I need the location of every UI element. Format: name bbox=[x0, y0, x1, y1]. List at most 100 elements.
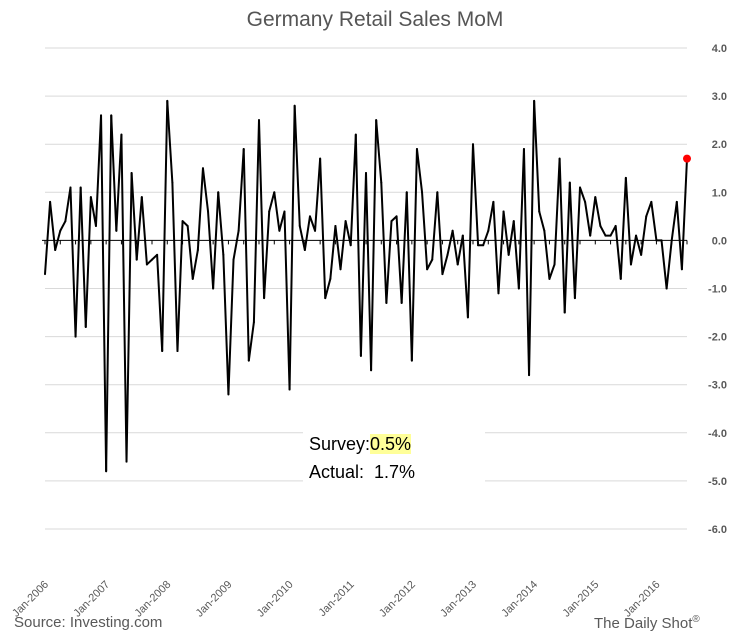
series-segment bbox=[579, 186, 587, 203]
series-segment bbox=[497, 210, 505, 295]
series-segment bbox=[380, 181, 388, 304]
series-segment bbox=[426, 258, 434, 271]
series-segment bbox=[227, 258, 235, 396]
series-segment bbox=[171, 181, 179, 353]
series-segment bbox=[140, 196, 148, 266]
y-tick-label: -5.0 bbox=[708, 476, 727, 488]
series-segment bbox=[94, 114, 103, 227]
series-segment bbox=[252, 119, 260, 324]
series-segment bbox=[670, 200, 678, 242]
series-segment bbox=[553, 157, 561, 266]
series-segment bbox=[365, 172, 373, 372]
series-segment bbox=[89, 196, 97, 227]
series-segment bbox=[461, 234, 469, 319]
series-segment bbox=[680, 157, 688, 271]
series-segment bbox=[339, 220, 347, 271]
series-segment bbox=[629, 234, 638, 266]
series-segment bbox=[54, 229, 62, 252]
series-segment bbox=[599, 224, 607, 237]
series-segment bbox=[543, 229, 551, 280]
series-segment bbox=[110, 114, 118, 232]
series-segment bbox=[329, 224, 337, 280]
actual-label: Actual: bbox=[309, 462, 365, 482]
series-segment bbox=[298, 224, 306, 252]
series-segment bbox=[105, 114, 113, 473]
series-lines bbox=[44, 99, 688, 473]
x-tick-marks bbox=[44, 240, 688, 245]
series-segment bbox=[191, 249, 199, 280]
x-tick-label: Jan-2013 bbox=[438, 579, 479, 620]
series-segment bbox=[314, 157, 322, 232]
survey-label: Survey: bbox=[309, 434, 371, 454]
survey-value: 0.5% bbox=[370, 434, 412, 454]
series-segment bbox=[466, 143, 474, 319]
series-segment bbox=[451, 229, 459, 266]
series-segment bbox=[186, 224, 194, 280]
series-points bbox=[683, 154, 691, 163]
series-segment bbox=[487, 200, 495, 232]
series-segment bbox=[145, 258, 153, 266]
source-note: Source: Investing.com bbox=[14, 614, 163, 631]
series-segment bbox=[492, 200, 500, 295]
y-tick-label: 0.0 bbox=[712, 235, 727, 247]
series-segment bbox=[349, 133, 357, 247]
series-segment bbox=[283, 210, 291, 391]
series-segment bbox=[196, 167, 204, 252]
brand-name: The Daily Shot bbox=[594, 615, 693, 632]
series-segment bbox=[624, 176, 632, 266]
series-segment bbox=[135, 196, 143, 261]
y-tick-label: 3.0 bbox=[712, 91, 727, 103]
series-segment bbox=[354, 133, 362, 357]
series-segment bbox=[334, 224, 342, 271]
y-tick-label: -6.0 bbox=[708, 524, 727, 536]
series-segment bbox=[324, 277, 332, 300]
series-segment bbox=[675, 200, 683, 271]
series-segment bbox=[650, 200, 658, 242]
series-segment bbox=[64, 186, 72, 223]
x-tick-label: Jan-2009 bbox=[194, 579, 235, 620]
series-segment bbox=[125, 172, 133, 463]
series-segment bbox=[201, 167, 210, 213]
series-segment bbox=[273, 191, 281, 232]
series-segment bbox=[405, 191, 413, 362]
series-segment bbox=[573, 186, 581, 300]
series-segment bbox=[507, 220, 515, 256]
y-tick-label: -3.0 bbox=[708, 380, 727, 392]
series-segment bbox=[502, 210, 510, 256]
series-segment bbox=[59, 220, 67, 232]
series-segment bbox=[415, 148, 424, 194]
series-segment bbox=[589, 196, 597, 237]
y-tick-label: 4.0 bbox=[712, 43, 727, 55]
series-segment bbox=[130, 172, 138, 261]
series-segment bbox=[375, 119, 383, 184]
series-segment bbox=[370, 119, 378, 372]
series-segment bbox=[568, 181, 576, 300]
series-segment bbox=[594, 196, 602, 227]
x-tick-label: Jan-2014 bbox=[499, 579, 540, 620]
series-segment bbox=[584, 200, 592, 237]
series-segment bbox=[74, 186, 82, 338]
series-segment bbox=[247, 321, 255, 362]
series-segment bbox=[237, 148, 245, 232]
series-segment bbox=[395, 215, 403, 304]
series-segment bbox=[563, 181, 571, 314]
series-segment bbox=[303, 215, 311, 252]
series-segment bbox=[120, 133, 128, 463]
series-segment bbox=[635, 234, 643, 256]
series-segment bbox=[288, 104, 296, 391]
series-segment bbox=[242, 148, 250, 362]
series-segment bbox=[421, 191, 429, 271]
series-segment bbox=[482, 229, 490, 247]
series-segment bbox=[44, 200, 52, 276]
series-segment bbox=[207, 210, 215, 290]
series-segment bbox=[614, 224, 622, 280]
series-segment bbox=[232, 229, 240, 261]
x-tick-label: Jan-2012 bbox=[377, 579, 418, 620]
series-segment bbox=[49, 200, 57, 252]
series-segment bbox=[293, 104, 301, 227]
series-segment bbox=[69, 186, 77, 338]
latest-value-point bbox=[683, 154, 691, 163]
series-segment bbox=[400, 191, 408, 304]
y-axis-labels: 4.0 3.0 2.0 1.0 0.0 -1.0 -2.0 -3.0 -4.0 -5.0 -6.0 bbox=[708, 43, 727, 536]
series-segment bbox=[161, 99, 169, 353]
